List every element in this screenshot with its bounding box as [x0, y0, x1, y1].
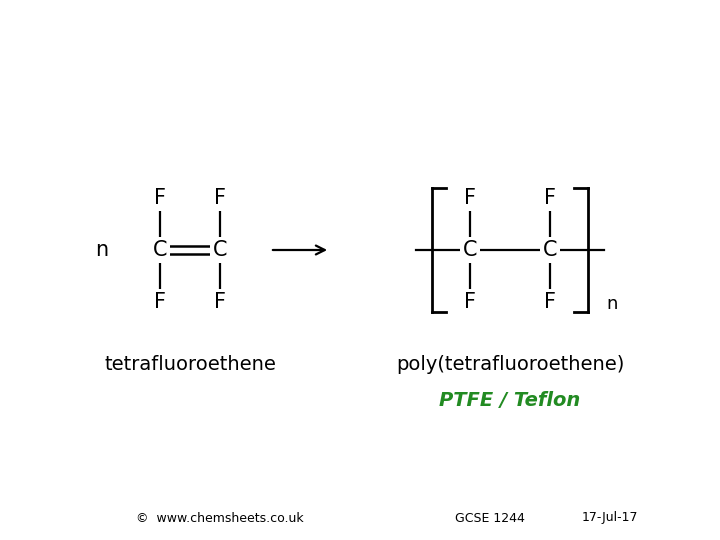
- Text: ©  www.chemsheets.co.uk: © www.chemsheets.co.uk: [136, 511, 304, 524]
- Text: PTFE / Teflon: PTFE / Teflon: [439, 392, 580, 410]
- Text: C: C: [153, 240, 167, 260]
- Text: tetrafluoroethene: tetrafluoroethene: [104, 355, 276, 375]
- Text: F: F: [154, 292, 166, 312]
- Text: F: F: [154, 188, 166, 208]
- Text: F: F: [464, 188, 476, 208]
- Text: C: C: [543, 240, 557, 260]
- Text: GCSE 1244: GCSE 1244: [455, 511, 525, 524]
- Text: F: F: [544, 292, 556, 312]
- Text: 17-Jul-17: 17-Jul-17: [582, 511, 638, 524]
- Text: F: F: [544, 188, 556, 208]
- Text: F: F: [214, 188, 226, 208]
- Text: poly(tetrafluoroethene): poly(tetrafluoroethene): [396, 355, 624, 375]
- Text: n: n: [606, 295, 617, 313]
- Text: C: C: [463, 240, 477, 260]
- Text: F: F: [214, 292, 226, 312]
- Text: n: n: [96, 240, 109, 260]
- Text: C: C: [212, 240, 228, 260]
- Text: F: F: [464, 292, 476, 312]
